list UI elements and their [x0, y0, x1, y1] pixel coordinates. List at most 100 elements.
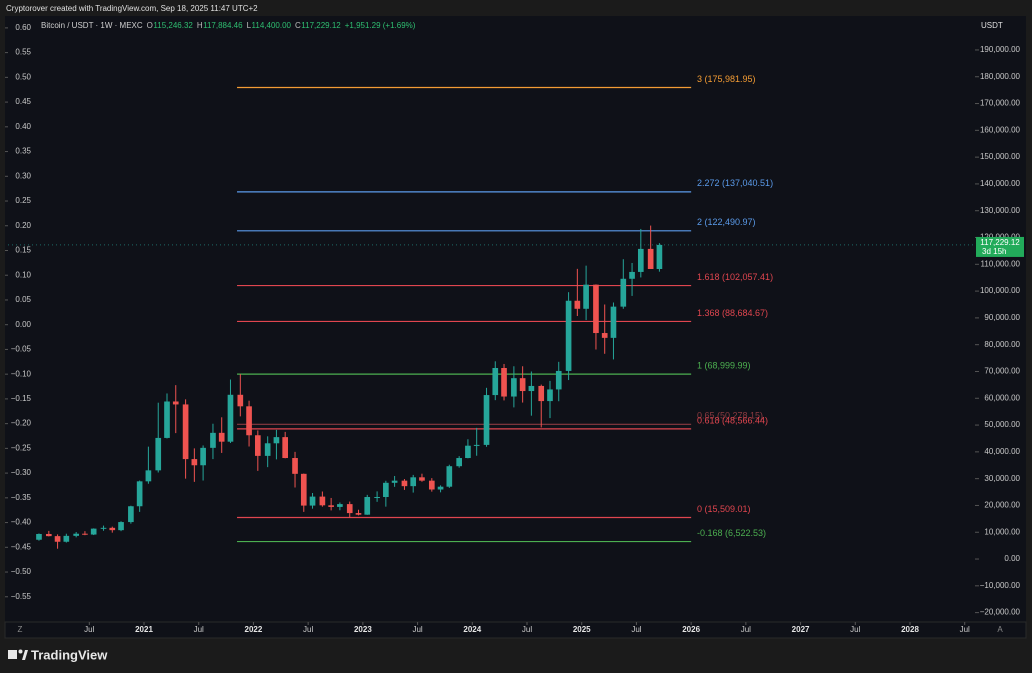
- legend-h-key: H: [197, 21, 203, 30]
- candle-body: [555, 370, 562, 390]
- candle-body: [593, 284, 599, 334]
- chart-pane: [5, 16, 975, 622]
- candle-body: [145, 470, 152, 482]
- y2-tick-label: −0.15: [11, 394, 32, 403]
- y2-tick-label: −0.55: [11, 592, 32, 601]
- candle-body: [54, 536, 61, 542]
- y-tick-label: 100,000.00: [980, 286, 1021, 295]
- log-toggle[interactable]: Z: [18, 625, 23, 634]
- y2-tick-label: 0.35: [15, 147, 31, 156]
- candle-body: [254, 435, 261, 456]
- y-tick-label: 130,000.00: [980, 206, 1021, 215]
- x-tick-label: Jul: [850, 625, 860, 634]
- fib-label: 2 (122,490.97): [697, 217, 756, 227]
- legend-c-key: C: [295, 21, 301, 30]
- y2-tick-label: 0.10: [15, 270, 31, 279]
- legend-l-key: L: [247, 21, 252, 30]
- x-tick-label: 2027: [792, 625, 810, 634]
- legend-change: +1,951.29 (+1.69%): [345, 21, 416, 30]
- x-tick-label: Jul: [303, 625, 313, 634]
- candle-body: [45, 533, 52, 537]
- x-tick-label: Jul: [84, 625, 94, 634]
- candle-body: [574, 300, 581, 309]
- y2-tick-label: −0.05: [11, 345, 32, 354]
- candle-body: [401, 480, 408, 487]
- candle-body: [273, 437, 280, 444]
- y2-tick-label: 0.00: [15, 320, 31, 329]
- x-tick-label: Jul: [960, 625, 970, 634]
- candle-body: [237, 394, 244, 407]
- y2-tick-label: −0.30: [11, 468, 32, 477]
- y-tick-label: 160,000.00: [980, 125, 1021, 134]
- candle-body: [63, 535, 70, 542]
- fib-label: 0.65 (50,278.15): [697, 411, 763, 421]
- candle-body: [374, 497, 380, 499]
- y2-tick-label: 0.50: [15, 72, 31, 81]
- candle-body: [610, 306, 617, 338]
- candle-body: [164, 401, 170, 438]
- candle-body: [90, 528, 97, 535]
- candle-body: [82, 533, 88, 535]
- candle-body: [136, 481, 143, 507]
- candle-body: [583, 284, 589, 309]
- y-tick-label: 150,000.00: [980, 152, 1021, 161]
- x-tick-label: 2024: [463, 625, 481, 634]
- candle-body: [465, 445, 471, 459]
- y-tick-label: 170,000.00: [980, 99, 1021, 108]
- y2-tick-label: −0.40: [11, 518, 32, 527]
- brand: TradingView: [31, 647, 108, 662]
- y2-tick-label: −0.35: [11, 493, 32, 502]
- y2-tick-label: 0.30: [15, 171, 31, 180]
- candle-body: [309, 496, 316, 506]
- countdown: 3d 15h: [982, 247, 1006, 256]
- y-tick-label: 20,000.00: [984, 501, 1020, 510]
- y-tick-label: −20,000.00: [980, 608, 1021, 617]
- candle-body: [36, 533, 42, 540]
- x-tick-label: 2023: [354, 625, 372, 634]
- candle-body: [73, 533, 79, 536]
- x-tick-label: Jul: [412, 625, 422, 634]
- y-tick-label: 50,000.00: [984, 420, 1020, 429]
- y2-tick-label: 0.40: [15, 122, 31, 131]
- y-tick-label: 190,000.00: [980, 45, 1021, 54]
- header: Cryptorover created with TradingView.com…: [6, 4, 258, 13]
- last-price-label: 117,229.12: [980, 238, 1020, 247]
- candle-body: [538, 385, 545, 402]
- candle-body: [118, 522, 124, 531]
- candle-body: [620, 278, 627, 307]
- y2-tick-label: −0.20: [11, 419, 32, 428]
- candle-body: [191, 459, 198, 466]
- y-tick-label: −10,000.00: [980, 581, 1021, 590]
- candle-body: [511, 378, 517, 397]
- currency[interactable]: USDT: [981, 21, 1003, 30]
- x-tick-label: 2028: [901, 625, 919, 634]
- fib-label: 0.618 (48,566.44): [697, 415, 768, 425]
- legend-c: 117,229.12: [301, 21, 341, 30]
- x-tick-label: Jul: [631, 625, 641, 634]
- candle-body: [328, 505, 334, 507]
- candle-body: [437, 486, 444, 490]
- candle-body: [446, 466, 453, 487]
- candle-body: [172, 401, 179, 405]
- candle-body: [383, 482, 389, 498]
- y-tick-label: 30,000.00: [984, 474, 1020, 483]
- x-tick-label: Jul: [522, 625, 532, 634]
- fib-label: 1.618 (102,057.41): [697, 272, 773, 282]
- fib-label: 3 (175,981.95): [697, 74, 756, 84]
- y2-tick-label: 0.25: [15, 196, 31, 205]
- last-price-tag: [976, 236, 1024, 257]
- candle-body: [629, 271, 635, 279]
- candle-body: [364, 497, 371, 515]
- candle-body: [210, 432, 216, 448]
- candle-body: [355, 513, 362, 515]
- y-tick-label: 60,000.00: [984, 393, 1020, 402]
- auto-scale[interactable]: A: [997, 625, 1003, 634]
- x-tick-label: 2022: [245, 625, 263, 634]
- candle-body: [483, 395, 490, 445]
- fib-label: -0.168 (6,522.53): [697, 528, 766, 538]
- y2-tick-label: 0.05: [15, 295, 31, 304]
- candle-body: [100, 527, 107, 529]
- y-tick-label: 180,000.00: [980, 72, 1021, 81]
- candle-body: [200, 447, 206, 466]
